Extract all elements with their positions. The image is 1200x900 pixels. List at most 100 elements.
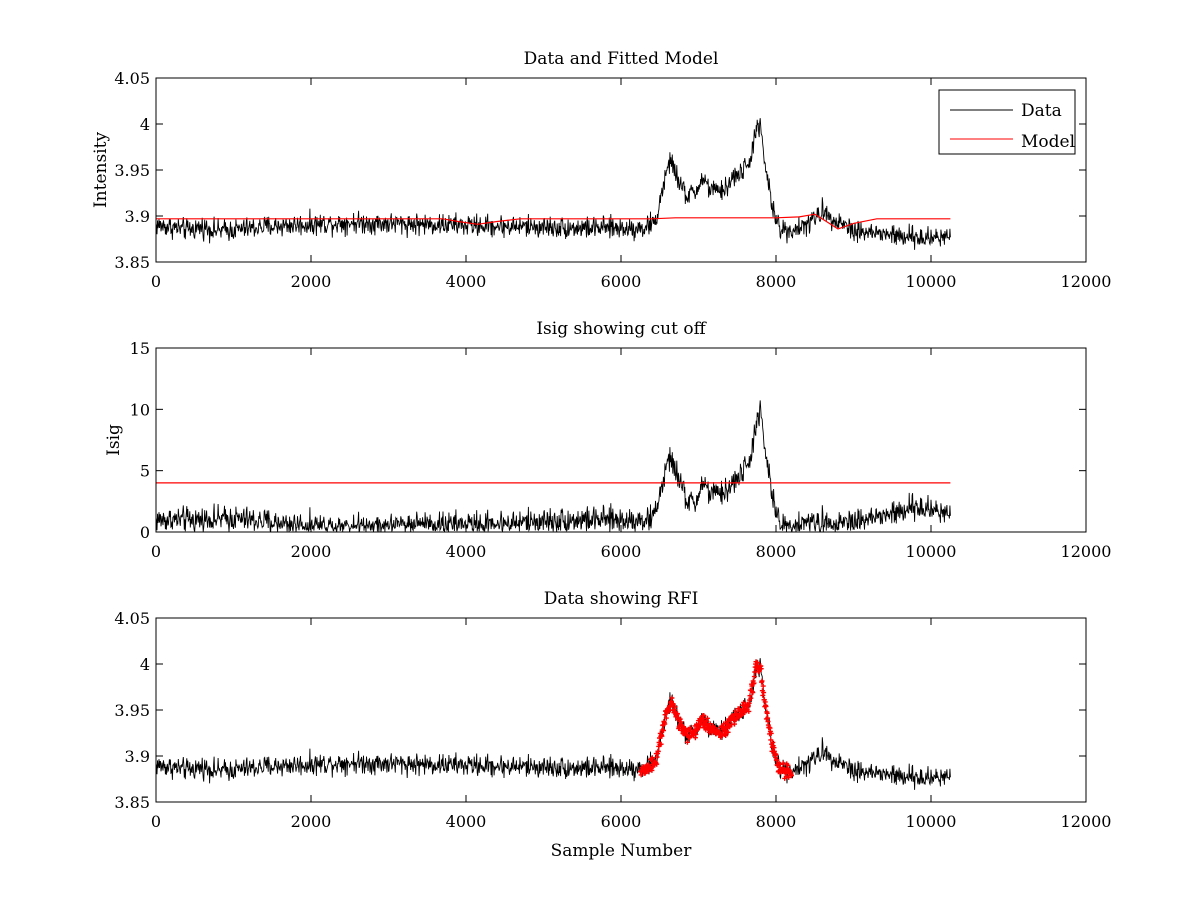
y-axis-label: Intensity [91,132,111,208]
y-tick-label: 4 [140,115,150,134]
y-axis-label: Isig [104,424,124,456]
series-group [156,658,951,790]
x-tick-label: 0 [151,272,161,291]
rfi-marker [654,761,660,767]
y-tick-label: 15 [130,339,150,358]
rfi-marker [649,755,655,761]
rfi-marker [677,716,683,722]
rfi-marker [751,680,757,686]
y-tick-label: 3.9 [125,747,150,766]
rfi-marker [725,729,731,735]
x-tick-label: 2000 [291,542,332,561]
y-tick-label: 4.05 [114,609,150,628]
y-tick-label: 5 [140,462,150,481]
rfi-marker [786,774,792,780]
rfi-marker [759,678,765,684]
rfi-marker [701,713,707,718]
x-tick-label: 10000 [906,542,957,561]
rfi-markers [637,659,794,781]
rfi-marker [760,683,766,689]
y-tick-label: 3.95 [114,701,150,720]
plot-area: 0 2000 4000 6000 8000 10000 12000 3.85 3.9 3.95 4 4… [114,69,1111,291]
series-data-noisy-line [156,118,951,250]
rfi-marker [763,703,769,709]
rfi-marker [693,731,699,737]
x-tick-label: 6000 [601,272,642,291]
x-tick-label: 0 [151,812,161,831]
rfi-marker [750,690,756,696]
rfi-marker [669,695,675,701]
y-tick-label: 3.85 [114,253,150,272]
x-tick-label: 2000 [291,812,332,831]
plot-area: 0 2000 4000 6000 8000 10000 12000 3.85 3.9 3.95 4 4… [114,609,1111,831]
legend-box [938,89,1076,155]
rfi-marker [670,701,676,707]
x-tick-label: 4000 [446,812,487,831]
rfi-marker [661,728,666,733]
legend-label-data: Data [1021,101,1062,121]
rfi-marker [774,757,780,763]
x-tick-label: 8000 [756,542,797,561]
rfi-marker [748,695,754,701]
x-tick-label: 8000 [756,272,797,291]
rfi-marker [745,703,751,709]
x-tick-label: 12000 [1061,272,1112,291]
rfi-marker [761,690,767,696]
rfi-marker [723,733,729,738]
rfi-marker [638,772,644,778]
x-tick-label: 4000 [446,542,487,561]
x-tick-label: 0 [151,542,161,561]
x-tick-label: 10000 [906,812,957,831]
rfi-marker [655,748,661,754]
rfi-marker [764,710,770,716]
x-tick-label: 4000 [446,272,487,291]
rfi-marker [751,674,757,680]
rfi-marker [672,704,678,710]
rfi-marker [739,712,745,718]
rfi-marker [659,733,665,739]
x-tick-label: 6000 [601,812,642,831]
panel-title: Data showing RFI [544,589,699,609]
panel-isig-cutoff: Isig showing cut off Isig 0 2000 4000 6000 8… [104,319,1111,561]
y-tick-label: 3.85 [114,793,150,812]
panel-data-rfi: Data showing RFI Sample Number 0 2000 4000… [114,589,1111,861]
x-tick-label: 12000 [1061,812,1112,831]
panel-title: Isig showing cut off [536,319,707,339]
rfi-marker [746,708,752,714]
rfi-marker [658,741,664,747]
legend: Data Model [938,89,1076,155]
series-line-0-noisy-line [156,658,951,790]
y-tick-label: 3.9 [125,207,150,226]
rfi-marker [732,721,737,727]
panel-title: Data and Fitted Model [524,49,719,69]
y-tick-label: 10 [130,400,150,419]
series-group [156,400,951,532]
rfi-marker [704,715,710,721]
series-group [156,118,951,250]
y-tick-label: 0 [140,523,150,542]
rfi-marker [662,721,668,727]
rfi-marker [789,773,794,779]
x-tick-label: 10000 [906,272,957,291]
rfi-marker [707,721,713,727]
rfi-marker [785,762,791,768]
rfi-marker [768,730,774,736]
series-line-0-noisy-line [156,400,951,532]
plot-area: 0 2000 4000 6000 8000 10000 12000 0 5 10 15 [130,339,1112,561]
x-axis-label: Sample Number [551,841,693,861]
rfi-marker [684,739,690,745]
rfi-marker [704,718,710,724]
rfi-marker [663,715,669,721]
rfi-marker [675,711,680,717]
rfi-marker [649,767,655,773]
rfi-marker [747,693,753,699]
x-tick-label: 6000 [601,542,642,561]
y-tick-label: 4.05 [114,69,150,88]
panel-data-and-model: Data and Fitted Model Intensity 0 2000 400… [91,49,1111,291]
x-tick-label: 12000 [1061,542,1112,561]
rfi-marker [760,692,766,698]
rfi-marker [773,752,779,757]
rfi-marker [758,666,764,672]
rfi-marker [733,708,739,714]
